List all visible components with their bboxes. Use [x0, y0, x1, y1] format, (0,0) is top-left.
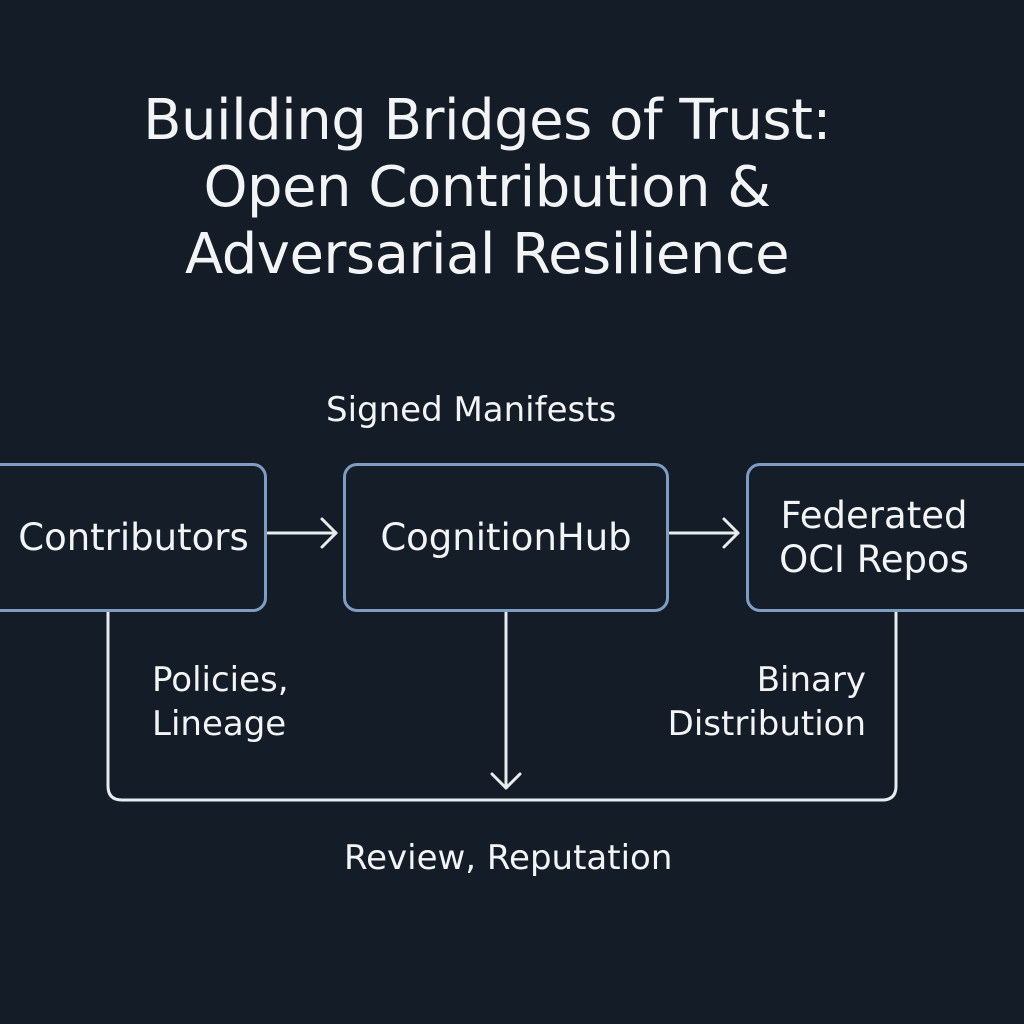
- node-contributors[interactable]: Contributors: [0, 463, 267, 612]
- node-repos-label-line1: Federated: [749, 494, 999, 538]
- node-contributors-label: Contributors: [0, 516, 249, 560]
- label-binary: Binary: [757, 658, 866, 702]
- label-review-reputation: Review, Reputation: [344, 836, 672, 880]
- node-cognitionhub[interactable]: CognitionHub: [343, 463, 669, 612]
- label-policies: Policies,: [152, 658, 289, 702]
- label-distribution: Distribution: [668, 702, 866, 746]
- node-cognitionhub-label: CognitionHub: [380, 516, 631, 560]
- node-federated-oci-repos[interactable]: Federated OCI Repos: [746, 463, 1024, 612]
- label-lineage: Lineage: [152, 702, 286, 746]
- label-signed-manifests: Signed Manifests: [326, 388, 616, 432]
- node-repos-label-line2: OCI Repos: [749, 538, 999, 582]
